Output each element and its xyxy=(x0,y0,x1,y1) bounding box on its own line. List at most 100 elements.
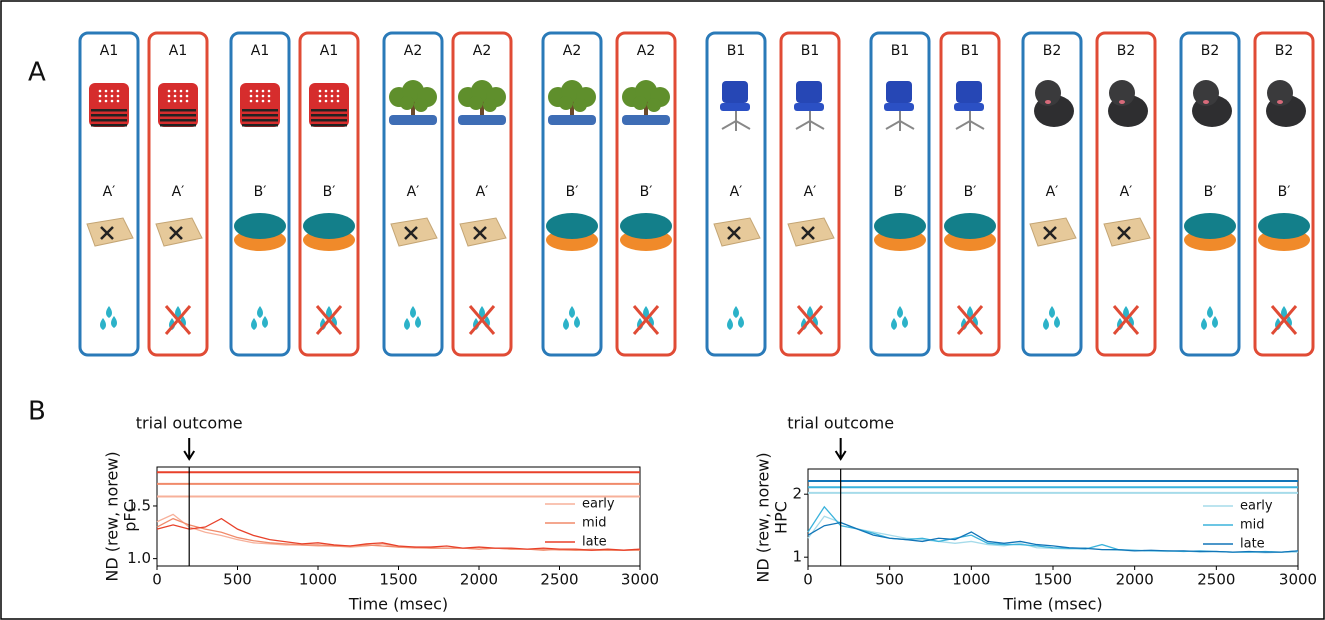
legend-label: mid xyxy=(1240,518,1265,533)
accordion-fold xyxy=(242,114,278,117)
trial-card: B2A′ xyxy=(1023,33,1081,355)
accordion-key xyxy=(168,95,171,98)
cue-label: B′ xyxy=(323,184,336,200)
accordion-key xyxy=(262,95,265,98)
accordion-key xyxy=(105,100,108,103)
tile xyxy=(1030,218,1076,246)
accordion-key xyxy=(99,90,102,93)
card-label: B2 xyxy=(1275,43,1294,59)
cue-label: B′ xyxy=(1204,184,1217,200)
dog-tongue xyxy=(1045,100,1051,104)
legend-label: mid xyxy=(582,516,607,531)
accordion-fold xyxy=(311,124,347,127)
plot-frame xyxy=(157,467,640,566)
accordion-fold xyxy=(242,109,278,112)
accordion-key xyxy=(168,100,171,103)
bonsai-pot xyxy=(389,115,437,125)
card-label: A2 xyxy=(473,43,491,59)
trial-card: A1 B′ xyxy=(231,33,289,355)
drop xyxy=(733,306,739,318)
accordion-key xyxy=(331,95,334,98)
x-tick-label: 1000 xyxy=(299,571,337,589)
accordion-key xyxy=(268,90,271,93)
accordion-key xyxy=(319,90,322,93)
annotation-arrow xyxy=(836,438,846,459)
region-label: HPC xyxy=(772,501,791,534)
y-axis-label: ND (rew, norew) xyxy=(103,451,122,581)
chair-back xyxy=(722,81,748,103)
trial-card: B1A′ xyxy=(707,33,765,355)
bonsai-leaf xyxy=(633,96,647,110)
cue-label: B′ xyxy=(1278,184,1291,200)
accordion-key xyxy=(174,95,177,98)
card-label: A1 xyxy=(251,43,269,59)
accordion-key xyxy=(337,95,340,98)
cue-label: A′ xyxy=(172,184,185,200)
accordion-key xyxy=(325,90,328,93)
y-tick-label: 1.0 xyxy=(127,549,151,567)
drop xyxy=(902,316,908,328)
trial-card: B1B′ xyxy=(941,33,999,355)
trial-card: B1B′ xyxy=(871,33,929,355)
trial-card: B2 B′ xyxy=(1255,33,1313,355)
accordion-fold xyxy=(91,109,127,112)
accordion-key xyxy=(262,100,265,103)
accordion-key xyxy=(337,90,340,93)
accordion-key xyxy=(325,95,328,98)
card-label: A2 xyxy=(563,43,581,59)
drop xyxy=(410,306,416,318)
drop xyxy=(569,306,575,318)
accordion-fold xyxy=(242,119,278,122)
trial-card: A2A′ xyxy=(453,33,511,355)
card-label: B2 xyxy=(1201,43,1220,59)
x-axis-label: Time (msec) xyxy=(348,595,448,614)
x-tick-label: 1500 xyxy=(379,571,417,589)
trial-card: B2A′ xyxy=(1097,33,1155,355)
cue-label: A′ xyxy=(103,184,116,200)
accordion-key xyxy=(256,95,259,98)
accordion-fold xyxy=(311,109,347,112)
accordion-key xyxy=(186,100,189,103)
drop xyxy=(257,306,263,318)
annotation-arrow xyxy=(184,438,194,459)
card-label: A2 xyxy=(404,43,422,59)
card-label: A2 xyxy=(637,43,655,59)
toy-top xyxy=(303,213,355,239)
cue-label: B′ xyxy=(254,184,267,200)
accordion-key xyxy=(105,90,108,93)
card-label: B2 xyxy=(1043,43,1062,59)
x-tick-label: 2000 xyxy=(1116,571,1154,589)
annotation-text: trial outcome xyxy=(136,414,243,433)
x-tick-label: 3000 xyxy=(621,571,659,589)
drop xyxy=(1054,316,1060,328)
toy-top xyxy=(874,213,926,239)
accordion-key xyxy=(250,90,253,93)
accordion-fold xyxy=(160,114,196,117)
accordion-key xyxy=(250,100,253,103)
drop xyxy=(574,316,580,328)
tile xyxy=(788,218,834,246)
cue-label: A′ xyxy=(730,184,743,200)
accordion-key xyxy=(256,90,259,93)
trial-card: B1A′ xyxy=(781,33,839,355)
accordion-key xyxy=(99,95,102,98)
toy-top xyxy=(546,213,598,239)
trial-card: A2B′ xyxy=(543,33,601,355)
chair-base xyxy=(886,111,914,131)
panel-label: B xyxy=(28,397,46,427)
x-tick-label: 500 xyxy=(223,571,252,589)
drop xyxy=(897,306,903,318)
trial-card: A1B′ xyxy=(300,33,358,355)
accordion-key xyxy=(250,95,253,98)
toy-top xyxy=(620,213,672,239)
tile xyxy=(87,218,133,246)
drop xyxy=(100,318,106,330)
drop xyxy=(727,318,733,330)
cue-label: B′ xyxy=(894,184,907,200)
accordion-fold xyxy=(91,124,127,127)
legend-label: early xyxy=(582,497,615,512)
accordion-key xyxy=(111,90,114,93)
accordion-key xyxy=(111,100,114,103)
drop xyxy=(404,318,410,330)
x-tick-label: 2500 xyxy=(1197,571,1235,589)
